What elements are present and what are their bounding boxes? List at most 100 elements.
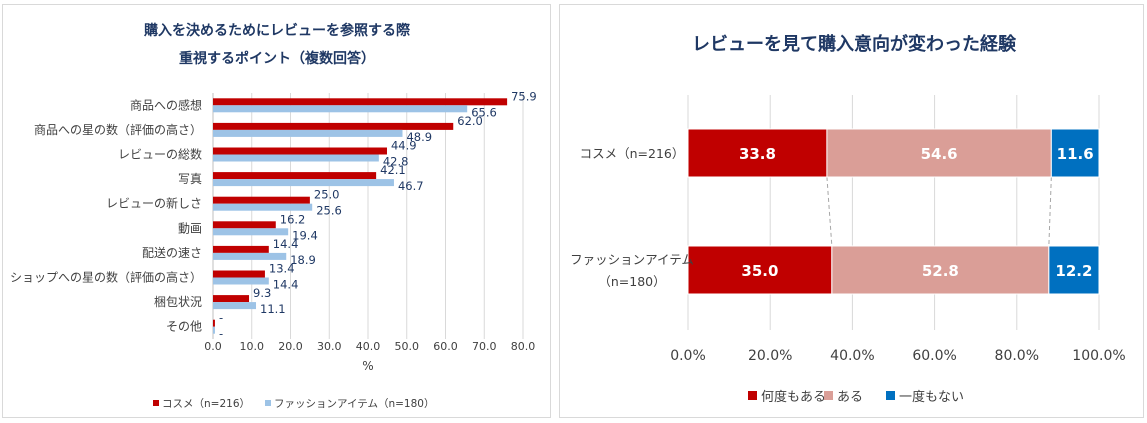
left-data-label-fashion: 18.9 (290, 253, 316, 267)
left-x-tick-label: 50.0 (395, 340, 420, 353)
left-bar-cosme (213, 270, 265, 278)
left-data-label-cosme: 75.9 (511, 89, 537, 103)
left-x-tick-label: 20.0 (278, 340, 303, 353)
left-category-label: 商品への星の数（評価の高さ） (34, 122, 202, 137)
left-data-label-fashion: 48.9 (406, 130, 432, 144)
left-data-label-cosme: 13.4 (269, 262, 295, 276)
right-chart-bars: 33.8 54.6 11.6 35.0 52.8 12.2 (687, 128, 1100, 295)
left-x-tick-label: 70.0 (472, 340, 497, 353)
left-category-label: その他 (166, 320, 202, 334)
right-chart-x-ticks: 0.0% 20.0% 40.0% 60.0% 80.0% 100.0% (670, 348, 1125, 364)
left-data-label-cosme: - (219, 311, 223, 325)
left-legend-swatch (153, 400, 159, 406)
left-bar-fashion (213, 302, 257, 310)
left-data-label-cosme: 16.2 (280, 212, 306, 226)
right-data-label: 35.0 (741, 262, 778, 280)
left-data-label-cosme: 62.0 (457, 114, 483, 128)
left-data-label-cosme: 9.3 (253, 286, 271, 300)
left-data-label-cosme: 44.9 (391, 139, 417, 153)
left-category-label: ショップへの星の数（評価の高さ） (10, 270, 202, 285)
left-bar-cosme (213, 196, 310, 204)
left-x-tick-label: 60.0 (433, 340, 458, 353)
left-chart-bars (213, 98, 508, 334)
right-bar-segment (1048, 245, 1100, 295)
left-x-tick-label: 40.0 (356, 340, 381, 353)
left-bar-fashion (213, 228, 289, 236)
right-connector-line (1048, 176, 1052, 247)
left-chart: 購入を決めるためにレビューを参照する際 重視するポイント（複数回答） 商品への感… (10, 22, 537, 410)
right-chart-legend: 何度もある ある 一度もない (748, 389, 964, 405)
right-x-tick-label: 20.0% (748, 348, 792, 364)
right-legend-swatch (886, 391, 895, 400)
left-data-label-fashion: 14.4 (273, 278, 299, 292)
right-data-label: 33.8 (739, 145, 776, 163)
right-bar-segment (826, 128, 1052, 178)
left-category-label: レビューの総数 (118, 147, 202, 162)
right-bar-segment (1050, 128, 1100, 178)
left-legend-label: コスメ（n=216） (162, 398, 250, 410)
left-x-tick-label: 80.0 (511, 340, 536, 353)
right-legend-swatch (748, 391, 757, 400)
left-chart-data-labels: 75.9 65.662.0 48.944.9 42.842.1 46.7 25.0 25.6… (219, 89, 537, 340)
right-bar-segment (687, 128, 828, 178)
left-chart-panel: 購入を決めるためにレビューを参照する際 重視するポイント（複数回答） 商品への感… (2, 4, 551, 418)
left-bar-cosme (213, 295, 250, 303)
left-bar-fashion (213, 105, 468, 113)
left-legend-label: ファッションアイテム（n=180） (274, 398, 434, 410)
left-legend-swatch (265, 400, 271, 406)
right-x-tick-label: 0.0% (670, 348, 706, 364)
right-x-tick-label: 100.0% (1072, 348, 1125, 364)
left-data-label-fashion: 11.1 (260, 302, 286, 316)
right-x-tick-label: 60.0% (912, 348, 956, 364)
left-bar-fashion (213, 179, 394, 187)
right-chart-title: レビューを見て購入意向が変わった経験 (692, 33, 1017, 55)
right-chart-panel: レビューを見て購入意向が変わった経験 33.8 54.6 11.6 35.0 52.8 1… (559, 4, 1144, 418)
left-data-label-fashion: 46.7 (398, 179, 424, 193)
left-data-label-cosme: 25.0 (314, 188, 340, 202)
right-legend-label: 一度もない (899, 389, 964, 405)
left-chart-legend: コスメ（n=216） ファッションアイテム（n=180） (153, 398, 434, 410)
left-data-label-fashion: - (219, 327, 223, 341)
left-data-label-fashion: 25.6 (316, 204, 342, 218)
left-bar-fashion (213, 203, 313, 211)
right-x-tick-label: 40.0% (830, 348, 874, 364)
left-data-label-cosme: 14.4 (273, 237, 299, 251)
left-x-tick-label: 0.0 (204, 340, 222, 353)
right-chart-category-labels: コスメ（n=216） ファッションアイテム （n=180） (570, 146, 694, 289)
right-data-label: 11.6 (1057, 145, 1094, 163)
left-bar-cosme (213, 147, 387, 155)
left-category-label: レビューの新しさ (106, 196, 202, 211)
left-chart-title-line-1: 購入を決めるためにレビューを参照する際 (143, 22, 411, 39)
right-legend-swatch (824, 391, 833, 400)
right-category-label: （n=180） (598, 274, 665, 289)
left-category-label: 配送の速さ (142, 245, 202, 260)
left-bar-cosme (213, 319, 215, 327)
right-data-label: 54.6 (921, 145, 958, 163)
left-data-label-fashion: 19.4 (292, 228, 318, 242)
left-chart-title-line-2: 重視するポイント（複数回答） (179, 50, 375, 67)
left-bar-fashion (213, 252, 287, 260)
left-bar-cosme (213, 245, 269, 253)
left-data-label-fashion: 42.8 (383, 155, 409, 169)
right-chart: レビューを見て購入意向が変わった経験 33.8 54.6 11.6 35.0 52.8 1… (570, 33, 1126, 405)
left-bar-cosme (213, 172, 377, 180)
left-data-label-cosme: 42.1 (380, 163, 406, 177)
right-data-label: 12.2 (1055, 262, 1092, 280)
right-legend-label: 何度もある (761, 389, 826, 405)
left-category-label: 写真 (178, 172, 202, 186)
left-chart-x-ticks: 0.0 10.0 20.0 30.0 40.0 50.0 60.0 70.0 80.0 (204, 340, 535, 353)
left-category-label: 商品への感想 (130, 97, 202, 112)
left-bar-fashion (213, 154, 379, 162)
right-bar-segment (831, 245, 1050, 295)
right-legend-label: ある (837, 390, 863, 405)
left-bar-fashion (213, 277, 269, 285)
left-chart-x-axis-label: % (362, 359, 373, 373)
right-data-label: 52.8 (922, 262, 959, 280)
left-category-label: 動画 (178, 221, 202, 235)
left-bar-cosme (213, 221, 276, 229)
left-data-label-fashion: 65.6 (471, 105, 497, 119)
left-x-tick-label: 10.0 (240, 340, 265, 353)
right-connector-line (826, 176, 833, 247)
right-category-label: コスメ（n=216） (580, 146, 685, 161)
